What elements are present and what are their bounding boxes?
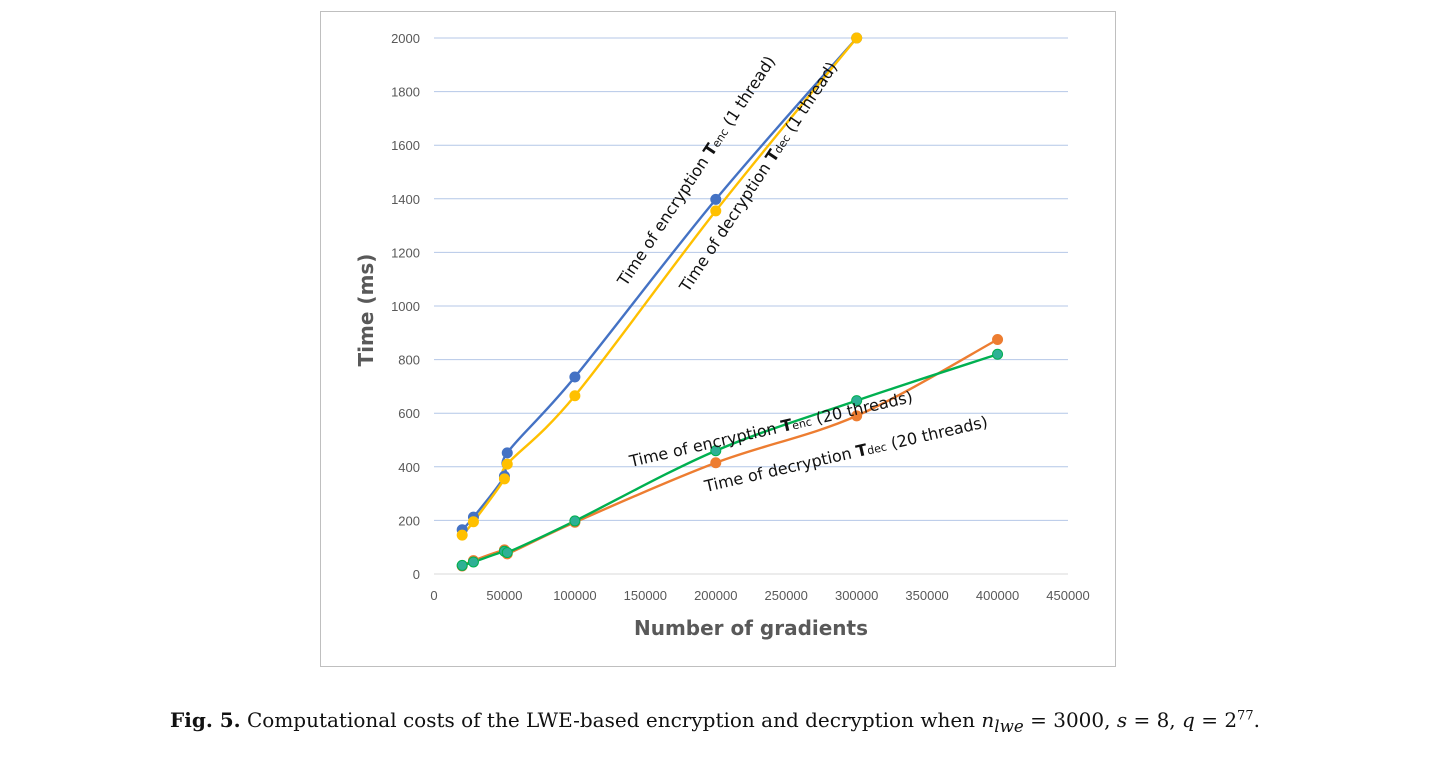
series-1-point-5 xyxy=(569,371,581,383)
x-tick-200000: 200000 xyxy=(694,588,737,603)
series-4-point-1 xyxy=(456,559,468,571)
annotation-2-suffix: (1 thread) xyxy=(778,58,841,140)
series-2-point-6 xyxy=(710,205,722,217)
annotation-3-suffix: (20 threads) xyxy=(809,387,914,429)
series-2-point-7 xyxy=(851,32,863,44)
x-axis-title: Number of gradients xyxy=(634,616,868,640)
series-4-point-4 xyxy=(501,547,513,559)
y-tick-1000: 1000 xyxy=(391,299,420,314)
annotation-3-subscript: enc xyxy=(791,415,813,432)
annotation-4-subscript: dec xyxy=(866,440,888,457)
annotation-4-symbol: T xyxy=(854,440,869,461)
x-tick-300000: 300000 xyxy=(835,588,878,603)
x-tick-400000: 400000 xyxy=(976,588,1019,603)
y-tick-1200: 1200 xyxy=(391,245,420,260)
caption-n: n xyxy=(981,708,995,732)
x-tick-100000: 100000 xyxy=(553,588,596,603)
y-tick-1400: 1400 xyxy=(391,192,420,207)
series-2-point-3 xyxy=(498,473,510,485)
caption-q: q xyxy=(1182,708,1195,732)
series-1-point-4 xyxy=(501,447,513,459)
caption-eq1: = 3000, xyxy=(1023,708,1117,732)
x-tick-labels: 0 50000 100000 150000 200000 250000 300000 3500… xyxy=(430,588,1089,603)
annotation-3-prefix: Time of encryption xyxy=(627,417,784,471)
x-tick-50000: 50000 xyxy=(486,588,522,603)
series-2-point-2 xyxy=(467,516,479,528)
x-tick-0: 0 xyxy=(430,588,437,603)
series-4-point-5 xyxy=(569,515,581,527)
line-chart: 0 200 400 600 800 1000 1200 1400 1600 1800 2000 0 5… xyxy=(354,31,1090,640)
caption-label: Fig. 5. xyxy=(170,708,241,732)
annotation-1-suffix: (1 thread) xyxy=(716,52,779,134)
caption-s: s xyxy=(1116,708,1128,732)
y-tick-800: 800 xyxy=(398,353,420,368)
caption-eq3: = 2 xyxy=(1194,708,1238,732)
x-tick-150000: 150000 xyxy=(624,588,667,603)
gridlines xyxy=(434,37,1068,521)
series-2-point-1 xyxy=(456,529,468,541)
caption-n-sub: lwe xyxy=(994,717,1024,736)
series-4-point-2 xyxy=(467,556,479,568)
y-tick-2000: 2000 xyxy=(391,31,420,46)
x-tick-350000: 350000 xyxy=(905,588,948,603)
x-tick-250000: 250000 xyxy=(765,588,808,603)
series-3-point-7 xyxy=(851,410,863,422)
annotation-3: Time of encryption Tenc (20 threads) xyxy=(627,387,915,471)
annotation-4-prefix: Time of decryption xyxy=(702,442,859,496)
y-tick-200: 200 xyxy=(398,513,420,528)
y-tick-1600: 1600 xyxy=(391,138,420,153)
y-tick-labels: 0 200 400 600 800 1000 1200 1400 1600 1800 2000 xyxy=(391,31,420,582)
series-markers xyxy=(456,32,1004,572)
series-2-point-4 xyxy=(501,458,513,470)
series-4-point-8 xyxy=(992,348,1004,360)
y-tick-400: 400 xyxy=(398,460,420,475)
y-tick-0: 0 xyxy=(413,567,420,582)
series-1-point-6 xyxy=(710,193,722,205)
series-line-1 xyxy=(461,37,858,531)
series-2-point-5 xyxy=(569,390,581,402)
caption-end: . xyxy=(1253,708,1260,732)
caption-text: Computational costs of the LWE-based enc… xyxy=(240,708,982,732)
annotation-4-suffix: (20 threads) xyxy=(884,412,989,454)
series-annotations: Time of encryption Tenc (1 thread) Time o… xyxy=(613,52,990,496)
x-tick-450000: 450000 xyxy=(1046,588,1089,603)
series-4-point-6 xyxy=(710,445,722,457)
y-tick-1800: 1800 xyxy=(391,85,420,100)
series-3-point-6 xyxy=(710,457,722,469)
y-tick-600: 600 xyxy=(398,406,420,421)
figure-caption: Fig. 5. Computational costs of the LWE-b… xyxy=(0,708,1430,736)
series-line-3 xyxy=(461,338,999,568)
annotation-3-symbol: T xyxy=(779,415,794,436)
series-3-point-8 xyxy=(992,334,1004,345)
series-line-2 xyxy=(461,37,858,536)
caption-eq2: = 8, xyxy=(1127,708,1183,732)
chart-frame: 0 200 400 600 800 1000 1200 1400 1600 1800 2000 0 5… xyxy=(320,11,1116,667)
series-4-point-7 xyxy=(851,395,863,407)
caption-q-exp: 77 xyxy=(1237,708,1254,724)
y-axis-title: Time (ms) xyxy=(354,254,378,367)
